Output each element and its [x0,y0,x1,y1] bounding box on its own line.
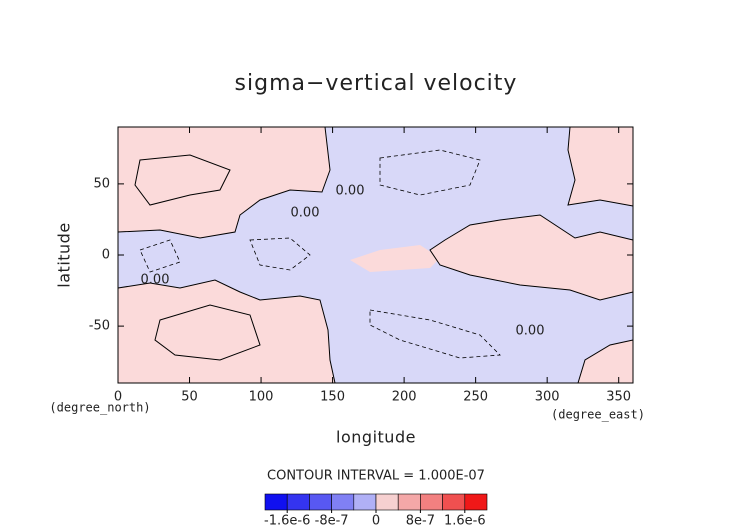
x-tick-label: 350 [606,390,631,405]
y-tick-label: 0 [102,248,110,263]
x-tick-label: 100 [249,390,274,405]
colorbar-label: 0 [372,514,380,529]
x-unit: (degree_east) [551,408,645,422]
y-tick-label: -50 [89,319,110,334]
x-tick-label: 50 [181,390,198,405]
contour-interval: CONTOUR INTERVAL = 1.000E-07 [267,469,485,484]
colorbar-cell [420,493,443,511]
colorbar-cell [331,493,355,511]
zero-contour [117,126,634,384]
colorbar-cell [397,493,421,511]
colorbar-cell [375,493,399,511]
colorbar-cell [309,493,332,511]
colorbar-cell [442,493,466,511]
colorbar-label: -8e-7 [315,514,349,529]
y-tick-label: 50 [93,176,110,191]
y-axis-title: latitude [55,222,74,287]
y-unit: (degree_north) [49,401,150,415]
x-tick-label: 200 [392,390,417,405]
field [117,126,634,384]
x-axis-title: longitude [336,428,416,447]
contour-label: 0.00 [141,273,170,288]
chart-title: sigma−vertical velocity [235,71,518,96]
colorbar-label: -1.6e-6 [264,514,310,529]
colorbar-cell [286,493,310,511]
contour-label: 0.00 [291,206,320,221]
negative-contour [139,149,501,359]
colorbar-cell [464,493,488,511]
colorbar-label: 1.6e-6 [444,514,486,529]
x-tick-label: 150 [320,390,345,405]
contour-label: 0.00 [336,184,365,199]
x-tick-label: 0 [114,390,122,405]
positive-region [350,245,440,272]
colorbar-cell [264,493,288,511]
colorbar-cell [353,493,377,511]
contour-label: 0.00 [516,324,545,339]
x-tick-label: 250 [463,390,488,405]
x-tick-label: 300 [535,390,560,405]
colorbar-label: 8e-7 [406,514,435,529]
contour [134,154,261,361]
